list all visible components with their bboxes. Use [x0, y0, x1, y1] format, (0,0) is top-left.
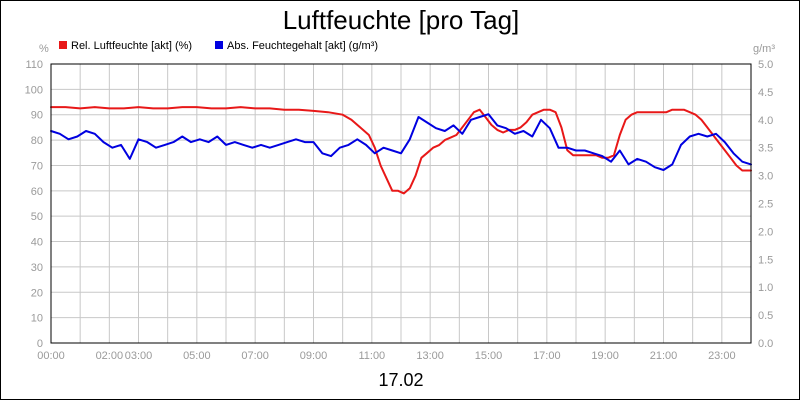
y-left-tick-label: 40 [31, 237, 43, 249]
x-tick-label: 00:00 [37, 350, 65, 362]
x-tick-label: 03:00 [125, 350, 153, 362]
y-right-tick-labels: 0.0 0.5 1.0 1.5 2.0 2.5 3.0 3.5 4.0 4.5 5.0 [758, 59, 773, 350]
y-left-tick-label: 0 [37, 338, 43, 350]
y-left-tick-label: 90 [31, 110, 43, 122]
legend-label-rel-humidity: Rel. Luftfeuchte [akt] (%) [71, 40, 192, 52]
legend-label-abs-humidity: Abs. Feuchtegehalt [akt] (g/m³) [227, 40, 378, 52]
y-right-tick-label: 2.5 [758, 199, 773, 211]
series-line-abs-humidity [50, 113, 752, 171]
series-line-rel-humidity [50, 106, 752, 195]
y-left-tick-label: 100 [25, 84, 43, 96]
x-tick-labels: 00:00 02:00 03:00 05:00 07:00 09:00 11:00 13:00… [37, 350, 735, 362]
x-tick-label: 15:00 [475, 350, 503, 362]
x-tick-label: 05:00 [183, 350, 211, 362]
y-right-tick-label: 1.5 [758, 254, 773, 266]
y-right-unit: g/m³ [753, 43, 775, 55]
chart-title: Luftfeuchte [pro Tag] [283, 5, 520, 35]
x-tick-label: 17:00 [533, 350, 561, 362]
y-right-tick-label: 4.5 [758, 87, 773, 99]
x-tick-label: 11:00 [358, 350, 385, 362]
y-right-tick-label: 4.0 [758, 115, 773, 127]
x-tick-label: 07:00 [241, 350, 269, 362]
series-lines [50, 106, 752, 195]
x-tick-label: 09:00 [300, 350, 328, 362]
date-label: 17.02 [378, 370, 423, 390]
y-left-tick-label: 60 [31, 186, 43, 198]
y-left-tick-label: 20 [31, 287, 43, 299]
y-left-tick-label: 110 [25, 59, 43, 71]
x-tick-label: 21:00 [650, 350, 678, 362]
x-tick-label: 19:00 [591, 350, 619, 362]
grid [50, 63, 752, 344]
y-left-tick-label: 50 [31, 211, 43, 223]
x-tick-label: 13:00 [416, 350, 444, 362]
x-tick-label: 23:00 [708, 350, 736, 362]
legend-swatch-rel-humidity [59, 41, 67, 49]
y-right-tick-label: 2.0 [758, 226, 773, 238]
y-right-tick-label: 5.0 [758, 59, 773, 71]
y-right-tick-label: 0.5 [758, 310, 773, 322]
y-right-tick-label: 0.0 [758, 338, 773, 350]
y-left-tick-label: 30 [31, 262, 43, 274]
y-left-tick-label: 10 [31, 313, 43, 325]
y-right-tick-label: 1.0 [758, 282, 773, 294]
y-left-unit: % [39, 43, 49, 55]
legend-swatch-abs-humidity [215, 41, 223, 49]
plot-area-border [50, 63, 752, 344]
x-tick-label: 02:00 [96, 350, 124, 362]
y-left-tick-label: 70 [31, 160, 43, 172]
y-left-tick-label: 80 [31, 135, 43, 147]
y-right-tick-label: 3.0 [758, 171, 773, 183]
y-left-tick-labels: 0 10 20 30 40 50 60 70 80 90 100 110 [25, 59, 43, 350]
y-right-tick-label: 3.5 [758, 143, 773, 155]
